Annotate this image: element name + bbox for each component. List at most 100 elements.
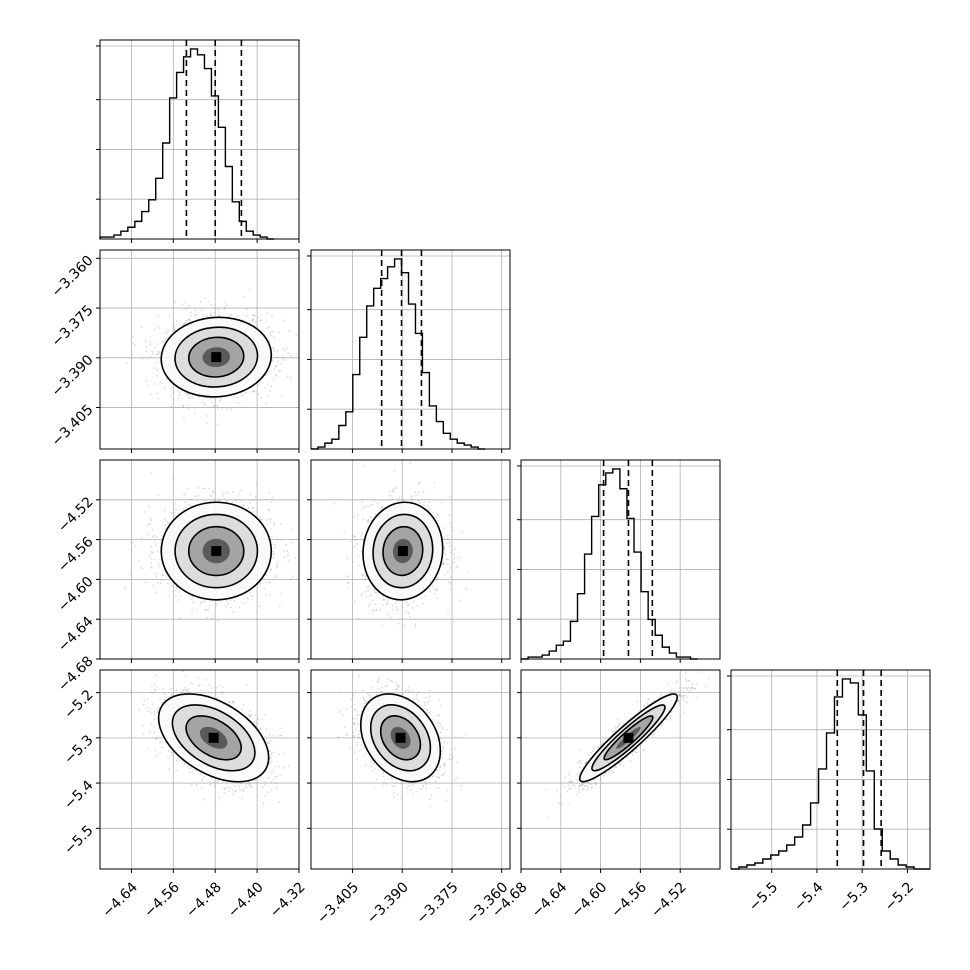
scatter-point <box>210 617 213 620</box>
scatter-point <box>159 558 161 560</box>
scatter-point <box>376 502 379 505</box>
histogram-panel-0 <box>96 39 300 243</box>
scatter-point <box>285 543 288 546</box>
scatter-point <box>280 539 282 541</box>
scatter-point <box>268 326 271 328</box>
scatter-point <box>179 392 181 394</box>
scatter-point <box>157 397 160 400</box>
scatter-point <box>164 524 167 527</box>
histogram-step-line <box>731 678 930 870</box>
scatter-point <box>265 594 267 597</box>
scatter-point <box>343 532 346 534</box>
scatter-point <box>146 384 149 387</box>
scatter-point <box>258 384 260 386</box>
scatter-point <box>448 581 450 583</box>
scatter-point <box>174 300 177 303</box>
histogram-step-line <box>521 468 698 660</box>
scatter-point <box>178 394 181 396</box>
scatter-point <box>429 509 431 512</box>
scatter-point <box>221 495 224 497</box>
scatter-point <box>140 537 143 540</box>
scatter-point <box>306 521 308 523</box>
scatter-point <box>162 574 165 577</box>
scatter-point <box>260 396 263 399</box>
scatter-point <box>394 602 397 605</box>
scatter-point <box>433 588 436 591</box>
scatter-point <box>410 498 413 500</box>
scatter-point <box>158 327 161 329</box>
panel-frame <box>99 459 300 660</box>
scatter-point <box>270 568 272 570</box>
scatter-point <box>449 545 452 548</box>
scatter-point <box>166 331 169 334</box>
scatter-point <box>189 312 192 314</box>
scatter-point <box>290 376 292 379</box>
scatter-point <box>269 520 272 523</box>
scatter-point <box>391 490 394 493</box>
scatter-point <box>165 520 167 522</box>
scatter-point <box>283 358 285 361</box>
scatter-point <box>437 578 439 581</box>
scatter-point <box>168 314 171 316</box>
scatter-point <box>155 353 158 356</box>
scatter-point <box>375 608 378 611</box>
scatter-point <box>436 589 438 591</box>
scatter-point <box>373 588 376 590</box>
scatter-point <box>379 609 382 611</box>
scatter-point <box>356 555 359 558</box>
scatter-point <box>170 387 173 390</box>
scatter-point <box>274 576 277 578</box>
scatter-point <box>213 311 215 314</box>
scatter-point <box>268 492 271 494</box>
scatter-point <box>219 397 222 400</box>
scatter-point <box>154 540 157 543</box>
scatter-point <box>255 610 258 613</box>
panel-frame <box>99 249 300 450</box>
scatter-point <box>185 319 188 322</box>
scatter-point <box>268 446 270 448</box>
scatter-point <box>454 547 457 550</box>
scatter-point <box>266 383 269 385</box>
scatter-point <box>276 356 279 358</box>
scatter-point <box>447 570 449 573</box>
scatter-point <box>401 499 404 502</box>
scatter-point <box>224 301 227 304</box>
scatter-point <box>255 483 258 486</box>
scatter-point <box>187 319 190 321</box>
scatter-point <box>272 578 275 580</box>
scatter-point <box>420 596 423 599</box>
scatter-point <box>210 495 213 498</box>
scatter-point <box>416 605 419 607</box>
scatter-point <box>181 303 184 306</box>
scatter-point <box>393 470 396 472</box>
scatter-point <box>158 565 160 568</box>
scatter-point <box>148 554 151 557</box>
scatter-point <box>446 563 449 566</box>
scatter-point <box>409 615 411 618</box>
scatter-point <box>373 589 376 592</box>
scatter-point <box>165 575 168 578</box>
scatter-point <box>145 350 148 353</box>
scatter-point <box>449 567 452 569</box>
scatter-point <box>206 616 208 619</box>
scatter-point <box>249 502 251 505</box>
scatter-point <box>131 335 134 338</box>
scatter-point <box>391 605 394 608</box>
scatter-point <box>191 601 194 604</box>
scatter-point <box>255 306 258 309</box>
scatter-point <box>354 539 357 542</box>
scatter-point <box>449 522 452 525</box>
scatter-point <box>353 515 356 518</box>
scatter-point <box>274 543 276 546</box>
scatter-point <box>405 601 408 603</box>
scatter-point <box>173 514 176 517</box>
scatter-point <box>244 601 247 604</box>
scatter-point <box>252 320 255 323</box>
scatter-point <box>155 572 158 575</box>
scatter-point <box>190 315 192 317</box>
scatter-point <box>174 503 177 505</box>
panel-content <box>334 462 489 628</box>
scatter-point <box>391 498 394 501</box>
scatter-point <box>202 313 205 316</box>
scatter-point <box>381 624 383 627</box>
